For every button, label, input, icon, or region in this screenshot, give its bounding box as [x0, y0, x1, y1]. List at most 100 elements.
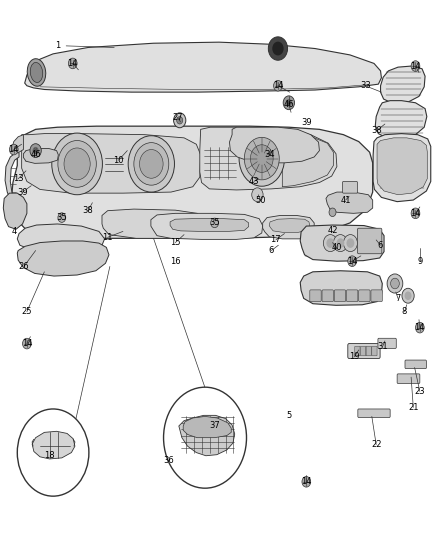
Circle shape [10, 144, 18, 155]
FancyBboxPatch shape [358, 409, 390, 417]
Circle shape [348, 256, 357, 266]
Text: 9: 9 [417, 257, 423, 265]
FancyBboxPatch shape [334, 290, 346, 302]
FancyBboxPatch shape [371, 290, 382, 302]
Circle shape [52, 133, 102, 195]
Polygon shape [25, 42, 381, 92]
Text: 36: 36 [163, 456, 174, 465]
FancyBboxPatch shape [397, 374, 420, 383]
Circle shape [405, 292, 412, 300]
Circle shape [211, 218, 219, 228]
Text: 14: 14 [67, 59, 78, 68]
Circle shape [58, 141, 96, 187]
Ellipse shape [30, 62, 42, 83]
Circle shape [286, 99, 292, 107]
FancyBboxPatch shape [359, 290, 370, 302]
Circle shape [411, 61, 420, 71]
Text: 1: 1 [55, 42, 60, 51]
Circle shape [30, 144, 41, 158]
Polygon shape [17, 224, 105, 252]
Circle shape [346, 238, 354, 248]
Polygon shape [4, 193, 27, 229]
Text: 34: 34 [264, 150, 275, 159]
Text: 17: 17 [270, 236, 281, 245]
Text: 46: 46 [283, 100, 294, 109]
FancyBboxPatch shape [346, 290, 358, 302]
Circle shape [336, 238, 344, 248]
Text: 5: 5 [286, 411, 291, 420]
Circle shape [391, 278, 399, 289]
Text: 39: 39 [301, 118, 311, 127]
Text: 13: 13 [13, 174, 24, 183]
Text: 14: 14 [347, 257, 357, 265]
Text: 11: 11 [102, 233, 113, 242]
Polygon shape [269, 219, 310, 232]
FancyBboxPatch shape [348, 344, 380, 359]
Text: 33: 33 [360, 81, 371, 90]
Polygon shape [21, 134, 201, 193]
Circle shape [244, 138, 279, 180]
Circle shape [402, 288, 414, 303]
Text: 8: 8 [402, 307, 407, 316]
Circle shape [333, 235, 347, 252]
FancyBboxPatch shape [366, 346, 371, 356]
Text: 39: 39 [17, 188, 28, 197]
Circle shape [283, 96, 294, 110]
Text: 23: 23 [414, 387, 425, 396]
Polygon shape [17, 241, 109, 276]
Circle shape [302, 477, 311, 487]
Text: 22: 22 [371, 440, 381, 449]
Polygon shape [200, 127, 337, 190]
Text: 38: 38 [371, 126, 381, 135]
Ellipse shape [27, 59, 46, 86]
Circle shape [416, 322, 424, 333]
Text: 43: 43 [249, 177, 259, 186]
Polygon shape [375, 101, 427, 139]
Circle shape [251, 145, 273, 172]
Text: 35: 35 [209, 219, 220, 228]
Circle shape [387, 274, 403, 293]
Text: 6: 6 [378, 241, 383, 250]
Circle shape [272, 42, 284, 55]
Circle shape [268, 37, 288, 60]
Polygon shape [283, 133, 333, 187]
Text: 7: 7 [396, 294, 401, 303]
Polygon shape [300, 271, 382, 305]
Circle shape [343, 235, 357, 252]
Circle shape [58, 213, 66, 222]
Polygon shape [12, 135, 23, 159]
Polygon shape [183, 416, 231, 438]
Text: 16: 16 [170, 257, 180, 265]
Polygon shape [300, 225, 384, 261]
FancyBboxPatch shape [310, 290, 321, 302]
Text: 37: 37 [209, 422, 220, 431]
Text: 26: 26 [18, 262, 29, 271]
Text: 4: 4 [11, 228, 16, 237]
Polygon shape [373, 134, 431, 201]
Circle shape [326, 238, 334, 248]
Text: 14: 14 [415, 323, 425, 332]
Text: 14: 14 [21, 339, 32, 348]
Polygon shape [326, 192, 373, 213]
Text: 35: 35 [57, 213, 67, 222]
Polygon shape [170, 219, 249, 231]
FancyBboxPatch shape [405, 360, 426, 368]
FancyBboxPatch shape [378, 338, 396, 349]
FancyBboxPatch shape [372, 346, 377, 356]
Text: 40: 40 [332, 244, 342, 253]
Circle shape [17, 409, 89, 496]
Circle shape [134, 143, 169, 185]
Text: 50: 50 [255, 196, 266, 205]
Text: 42: 42 [327, 226, 338, 235]
Circle shape [64, 148, 90, 180]
Polygon shape [381, 66, 425, 104]
Circle shape [173, 113, 186, 128]
FancyBboxPatch shape [360, 346, 366, 356]
FancyBboxPatch shape [355, 346, 360, 356]
Text: 14: 14 [301, 478, 311, 486]
Polygon shape [11, 126, 373, 238]
FancyBboxPatch shape [357, 228, 382, 254]
Circle shape [140, 150, 163, 178]
Polygon shape [377, 138, 427, 195]
Polygon shape [23, 149, 58, 164]
